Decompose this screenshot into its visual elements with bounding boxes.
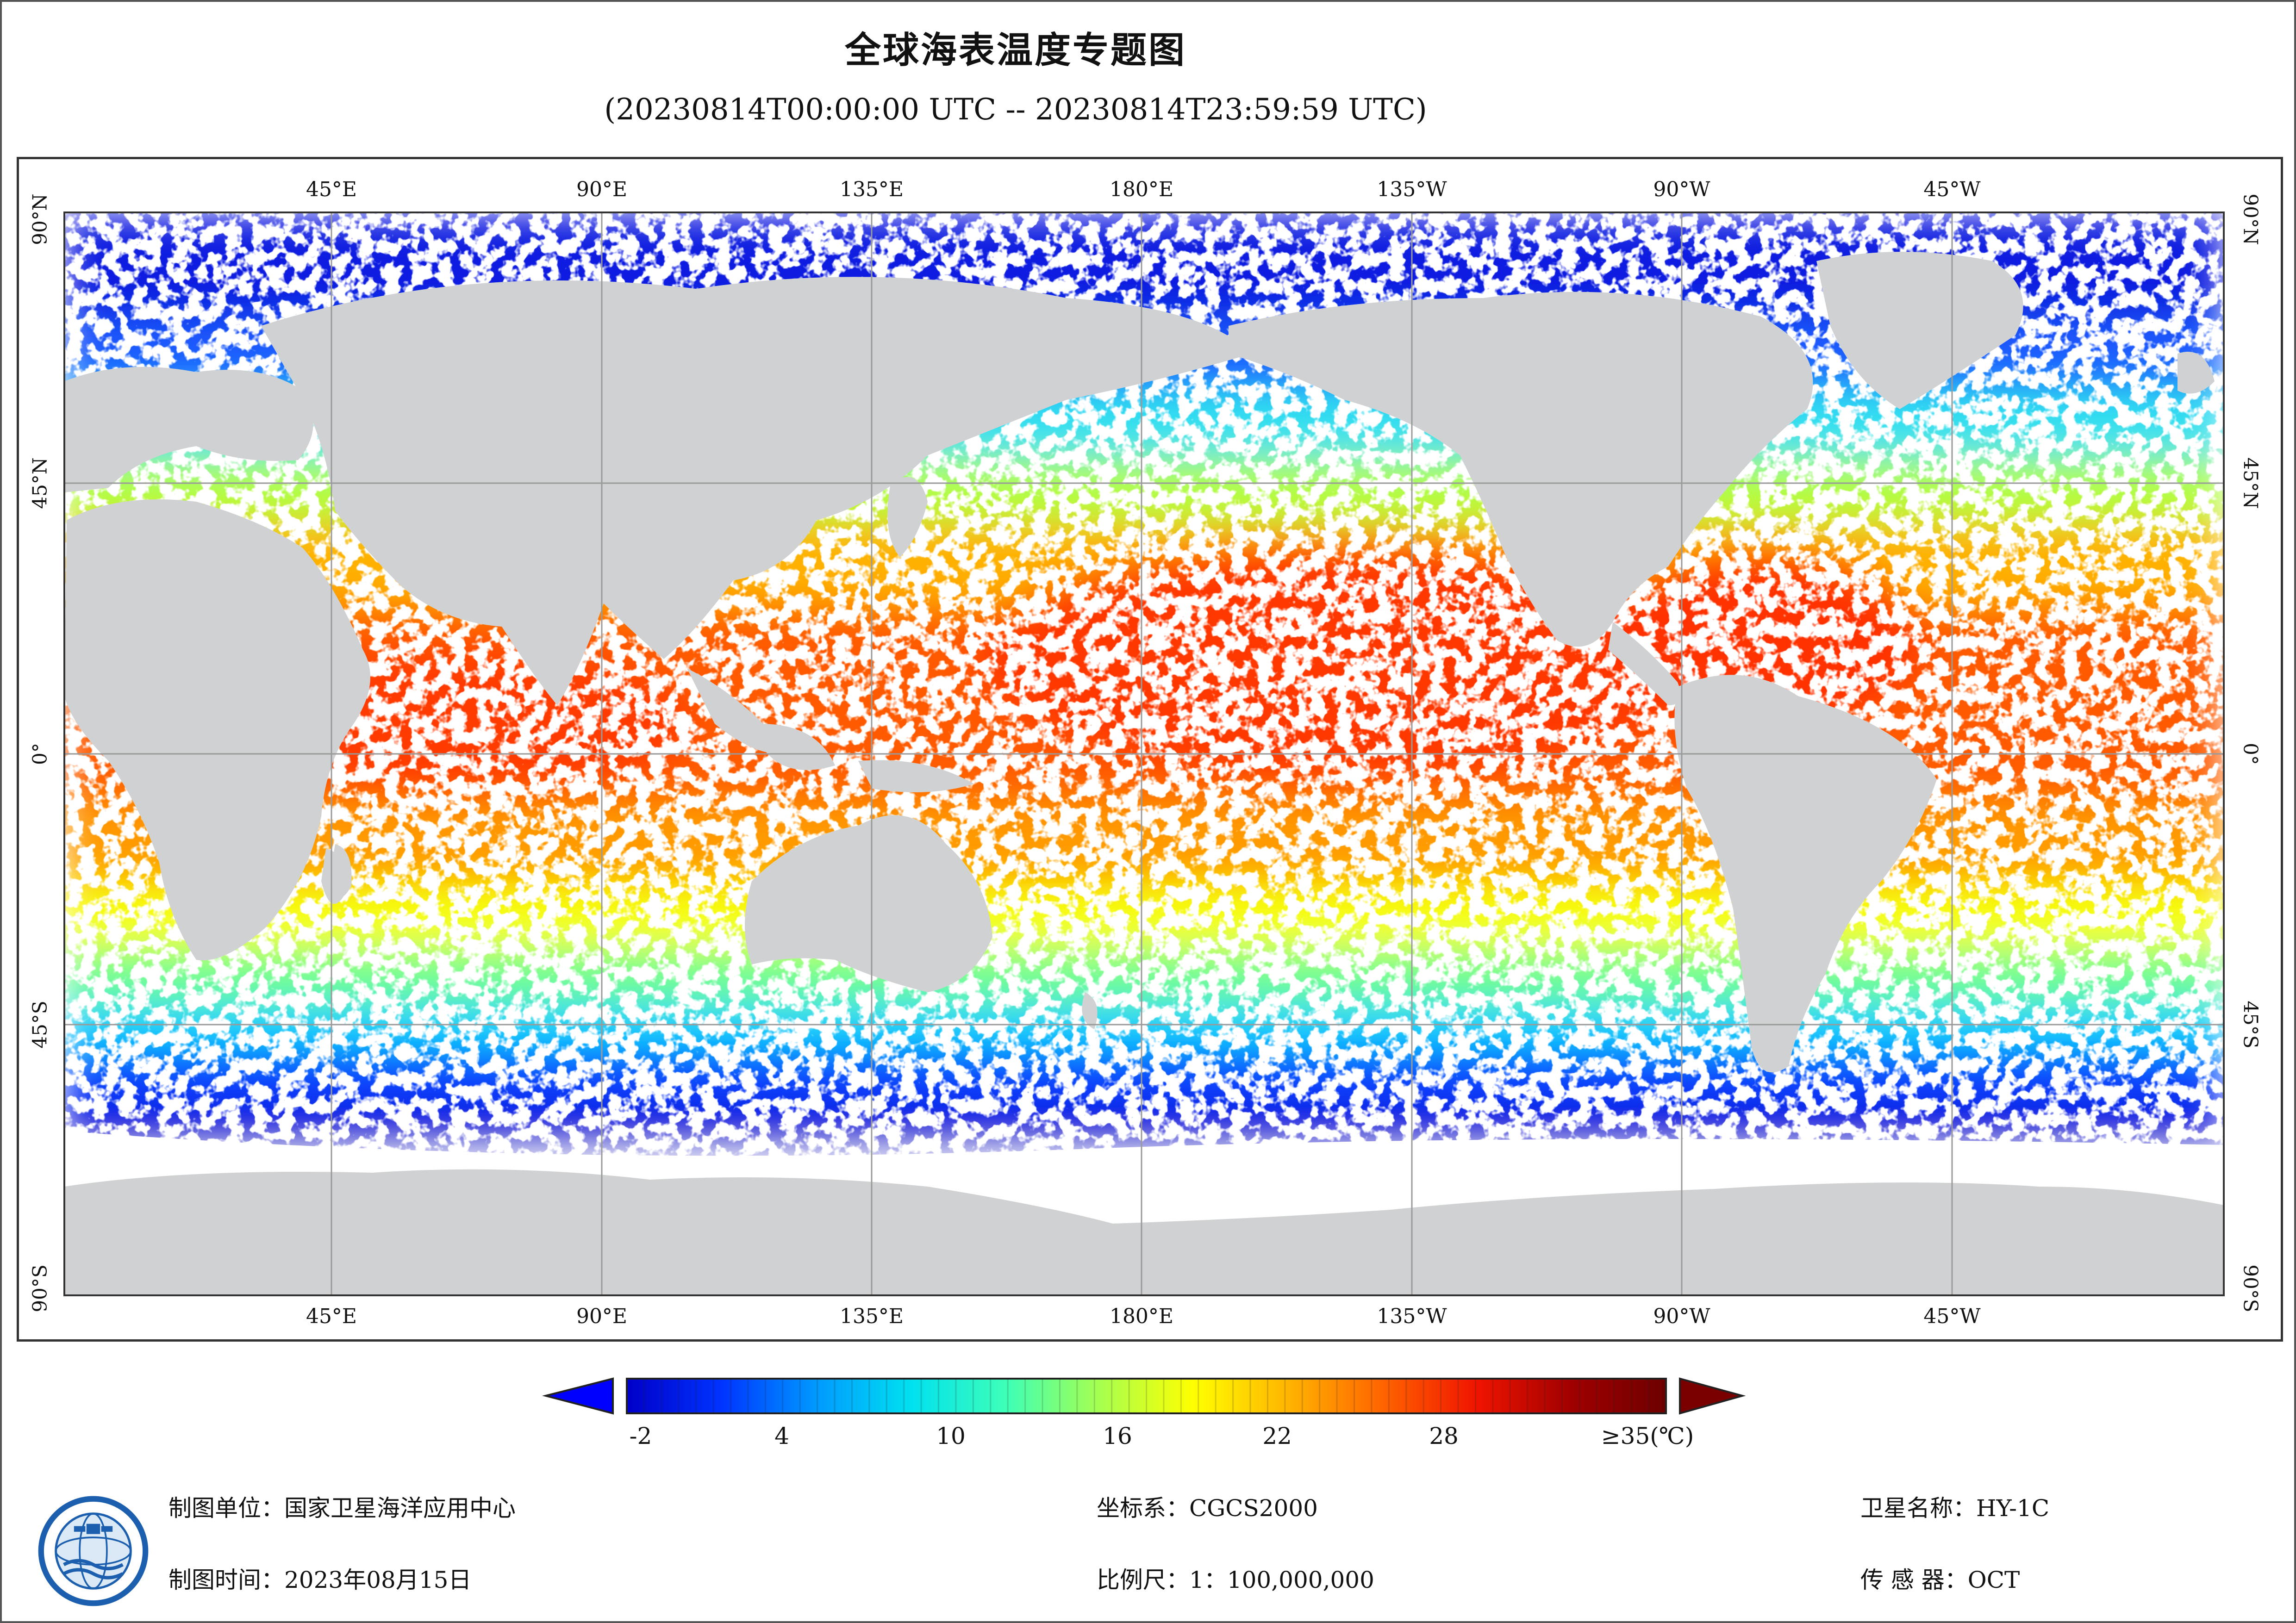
colorbar-under-arrow	[542, 1377, 614, 1415]
colorbar-over-arrow	[1679, 1377, 1746, 1415]
lon-label-top: 45°E	[306, 178, 357, 201]
lon-label-bottom: 45°E	[306, 1305, 357, 1328]
colorbar-tick-label: -2	[629, 1423, 652, 1449]
map-outer-frame	[17, 157, 2283, 1342]
colorbar-tick-label: ≥35(℃)	[1601, 1423, 1694, 1449]
lon-label-top: 90°E	[576, 178, 628, 201]
lon-label-bottom: 135°W	[1377, 1305, 1447, 1328]
lon-label-top: 135°E	[839, 178, 904, 201]
footer-sensor: 传 感 器：OCT	[1860, 1567, 2020, 1593]
footer-satellite: 卫星名称：HY-1C	[1860, 1495, 2050, 1522]
colorbar-tick-label: 22	[1262, 1423, 1292, 1449]
graticule	[64, 212, 2224, 1295]
footer-producer: 制图单位：国家卫星海洋应用中心	[168, 1495, 516, 1522]
lon-label-top: 135°W	[1377, 178, 1447, 201]
lon-label-bottom: 135°E	[839, 1305, 904, 1328]
lon-label-top: 45°W	[1923, 178, 1981, 201]
colorbar-tick-label: 16	[1103, 1423, 1132, 1449]
lon-label-bottom: 45°W	[1923, 1305, 1981, 1328]
lon-label-top: 90°W	[1653, 178, 1710, 201]
map-time-range: (20230814T00:00:00 UTC -- 20230814T23:59…	[604, 93, 1427, 127]
colorbar-tick-label: 10	[936, 1423, 966, 1449]
nsoas-globe-logo-icon	[38, 1496, 149, 1606]
land-masses	[64, 252, 2224, 1295]
colorbar-bar	[626, 1378, 1667, 1414]
lon-label-bottom: 180°E	[1109, 1305, 1174, 1328]
lon-label-bottom: 90°W	[1653, 1305, 1710, 1328]
colorbar-tick-label: 28	[1429, 1423, 1459, 1449]
map-layers	[64, 212, 2224, 1295]
footer-date: 制图时间：2023年08月15日	[168, 1567, 472, 1593]
colorbar-tick-label: 4	[774, 1423, 789, 1449]
footer-coordinate-system: 坐标系：CGCS2000	[1097, 1495, 1318, 1522]
map-title: 全球海表温度专题图	[844, 30, 1186, 71]
colorbar-ticks	[643, 1379, 1650, 1413]
lon-label-bottom: 90°E	[576, 1305, 628, 1328]
footer-scale: 比例尺：1：100,000,000	[1097, 1567, 1374, 1593]
lon-label-top: 180°E	[1109, 178, 1174, 201]
